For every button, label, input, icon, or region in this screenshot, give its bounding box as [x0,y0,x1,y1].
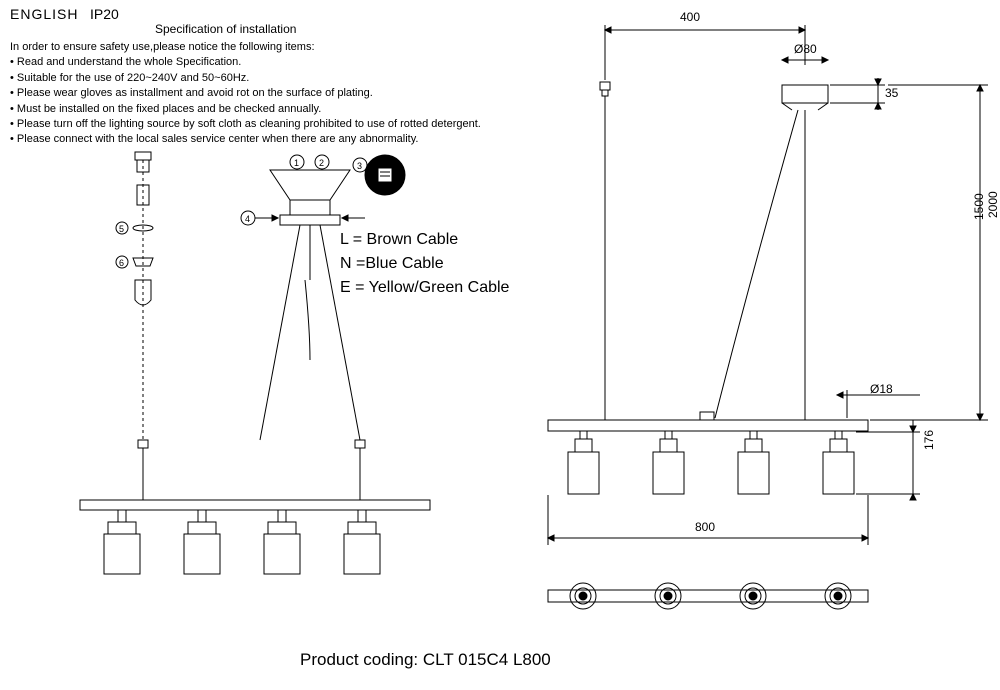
dim-fixture-height: 176 [922,430,936,450]
dim-top-spacing: 400 [680,10,700,24]
product-code: Product coding: CLT 015C4 L800 [300,650,551,670]
dim-drop-range: 1500-2000 [972,189,1000,220]
svg-text:4: 4 [245,214,250,224]
svg-text:2: 2 [319,158,324,168]
svg-text:6: 6 [119,258,124,268]
technical-drawing [520,0,1000,650]
dim-bar-length: 800 [695,520,715,534]
svg-text:1: 1 [294,158,299,168]
svg-text:3: 3 [357,161,362,171]
svg-text:5: 5 [119,224,124,234]
dim-canopy-dia: Ø80 [794,42,817,56]
dim-socket-dia: Ø18 [870,382,893,396]
dim-canopy-height: 35 [885,86,898,100]
assembly-diagram: 5 6 1 2 3 4 [0,0,520,650]
